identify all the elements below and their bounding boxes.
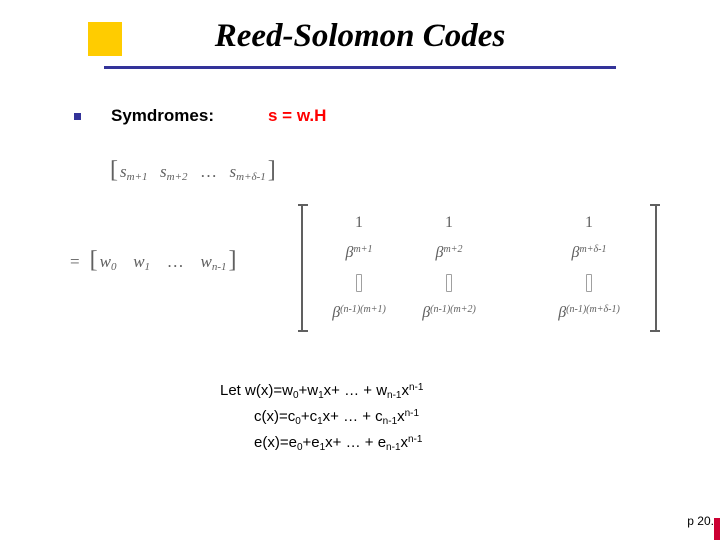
s-item: s <box>160 162 167 181</box>
left-bracket-icon: [ <box>110 158 118 182</box>
s-sub: m+2 <box>167 171 188 183</box>
poly-w: Let w(x)=w0+w1x+ … + wn-1xn-1 <box>220 378 423 404</box>
poly-e: e(x)=e0+e1x+ … + en-1xn-1 <box>220 430 423 456</box>
w-sub: 0 <box>111 261 117 273</box>
w-item: w <box>100 252 111 271</box>
w-item: w <box>201 252 212 271</box>
syndromes-label: Symdromes: <box>111 106 214 126</box>
ellipsis: … <box>200 162 217 182</box>
vdots-icon <box>586 274 592 292</box>
vdots-icon <box>446 274 452 292</box>
w-sub: 1 <box>145 261 151 273</box>
right-bracket-icon: ] <box>229 248 237 272</box>
poly-c: c(x)=c0+c1x+ … + cn-1xn-1 <box>220 404 423 430</box>
syndromes-equation: s = w.H <box>268 106 326 126</box>
slide-title: Reed-Solomon Codes <box>215 18 506 55</box>
matrix-cell: 1 <box>355 214 363 232</box>
right-bracket-icon: ] <box>268 158 276 182</box>
matrix-cell <box>586 274 592 292</box>
s-sub: m+δ-1 <box>236 171 266 183</box>
matrix-cell: β(n-1)(m+2) <box>422 304 476 322</box>
title-container: Reed-Solomon Codes <box>0 18 720 55</box>
ellipsis: … <box>167 252 184 272</box>
s-vector: [ sm+1 sm+2 … sm+δ-1 ] <box>110 160 276 184</box>
matrix-cell <box>446 274 452 292</box>
page-number: p 20. <box>687 514 714 528</box>
title-underline <box>104 66 616 69</box>
matrix-cell: βm+1 <box>346 244 373 262</box>
matrix-cell: β(n-1)(m+1) <box>332 304 386 322</box>
matrix-cell: β(n-1)(m+δ-1) <box>558 304 620 322</box>
matrix-cell: βm+δ-1 <box>572 244 607 262</box>
matrix-right-bracket-icon <box>650 204 660 332</box>
vdots-icon <box>356 274 362 292</box>
w-sub: n-1 <box>212 261 227 273</box>
h-matrix: 1 1 1 βm+1 βm+2 βm+δ-1 β(n-1)(m+1) β(n-1… <box>298 204 660 332</box>
matrix-left-bracket-icon <box>298 204 308 332</box>
matrix-grid: 1 1 1 βm+1 βm+2 βm+δ-1 β(n-1)(m+1) β(n-1… <box>308 204 650 332</box>
matrix-cell: βm+2 <box>436 244 463 262</box>
s-item: s <box>120 162 127 181</box>
left-bracket-icon: [ <box>90 248 98 272</box>
matrix-cell <box>356 274 362 292</box>
matrix-cell: 1 <box>445 214 453 232</box>
s-sub: m+1 <box>127 171 148 183</box>
w-item: w <box>133 252 144 271</box>
corner-accent <box>714 518 720 540</box>
equals-sign: = <box>70 252 80 272</box>
polynomial-definitions: Let w(x)=w0+w1x+ … + wn-1xn-1 c(x)=c0+c1… <box>220 378 423 456</box>
bullet-icon <box>74 113 81 120</box>
syndromes-row: Symdromes: s = w.H <box>74 106 326 126</box>
matrix-cell: 1 <box>585 214 593 232</box>
w-vector-row: = [ w0 w1 … wn-1 ] <box>70 250 237 274</box>
